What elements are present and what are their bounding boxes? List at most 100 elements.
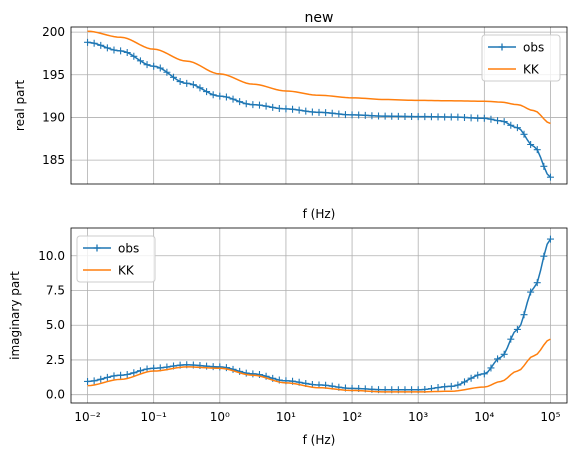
obs-marker xyxy=(143,61,151,69)
real-axes-frame xyxy=(70,26,568,185)
real-x-axis-label: f (Hz) xyxy=(303,207,336,221)
obs-marker xyxy=(302,107,310,115)
obs-marker xyxy=(275,104,283,112)
real-lines xyxy=(84,30,554,181)
x-tick-label: 10⁴ xyxy=(474,410,494,424)
obs-marker xyxy=(408,113,416,121)
obs-marker xyxy=(540,252,548,260)
y-tick-label: 190 xyxy=(42,110,65,124)
obs-marker xyxy=(335,110,343,118)
obs-marker xyxy=(427,113,435,121)
obs-marker xyxy=(454,113,462,121)
obs-marker xyxy=(249,101,257,109)
obs-marker xyxy=(375,112,383,120)
real-legend-obs-label: obs xyxy=(523,41,544,55)
y-tick-label: 2.5 xyxy=(46,353,65,367)
obs-marker xyxy=(123,48,131,56)
obs-marker xyxy=(520,311,528,319)
x-tick-label: 10⁵ xyxy=(540,410,560,424)
obs-marker xyxy=(467,114,475,122)
obs-marker xyxy=(394,112,402,120)
obs-marker xyxy=(533,146,541,154)
imag-legend-obs-marker xyxy=(93,244,101,252)
y-tick-label: 200 xyxy=(42,25,65,39)
obs-marker xyxy=(97,41,105,49)
imag-legend-obs-label: obs xyxy=(118,242,139,256)
obs-marker xyxy=(269,103,277,111)
obs-marker xyxy=(176,78,184,86)
obs-marker xyxy=(222,93,230,101)
imag-y-axis-label: imaginary part xyxy=(8,271,22,360)
obs-marker xyxy=(494,117,502,125)
obs-marker xyxy=(434,113,442,121)
real-legend-obs-marker xyxy=(498,43,506,51)
obs-marker xyxy=(196,84,204,92)
obs-marker xyxy=(90,39,98,47)
obs-marker xyxy=(117,371,125,379)
obs-marker xyxy=(454,381,462,389)
y-tick-label: 0.0 xyxy=(46,388,65,402)
obs-marker xyxy=(255,101,263,109)
real-legend: obs KK xyxy=(481,34,561,82)
real-y-axis-label: real part xyxy=(13,80,27,131)
obs-marker xyxy=(103,44,111,52)
obs-marker xyxy=(130,369,138,377)
obs-marker xyxy=(500,118,508,126)
obs-marker xyxy=(183,79,191,87)
y-tick-label: 10.0 xyxy=(38,249,65,263)
obs-marker xyxy=(441,113,449,121)
obs-marker xyxy=(520,130,528,138)
obs-marker xyxy=(361,111,369,119)
obs-marker xyxy=(110,372,118,380)
obs-marker xyxy=(136,367,144,375)
obs-marker xyxy=(216,92,224,100)
obs-marker xyxy=(103,373,111,381)
kk-series-line xyxy=(87,338,551,393)
x-tick-label: 10² xyxy=(342,410,362,424)
chart-title: new xyxy=(305,10,334,26)
obs-marker xyxy=(527,141,535,149)
obs-marker xyxy=(480,370,488,378)
obs-marker xyxy=(84,38,92,46)
obs-marker xyxy=(540,162,548,170)
obs-marker xyxy=(441,383,449,391)
obs-marker xyxy=(209,363,217,371)
obs-marker xyxy=(123,371,131,378)
obs-marker xyxy=(460,113,468,121)
obs-marker xyxy=(460,378,468,386)
obs-marker xyxy=(84,377,92,385)
obs-marker xyxy=(90,377,98,385)
imag-legend: obs KK xyxy=(76,235,156,283)
obs-marker xyxy=(421,113,429,121)
imag-legend-kk-label: KK xyxy=(118,264,135,278)
obs-marker xyxy=(136,57,144,65)
obs-marker xyxy=(368,112,376,120)
obs-marker xyxy=(474,371,482,379)
obs-marker xyxy=(500,350,508,358)
obs-marker xyxy=(546,235,554,243)
obs-marker xyxy=(546,173,554,181)
imag-axes-frame xyxy=(70,227,568,404)
obs-marker xyxy=(507,121,515,129)
obs-marker xyxy=(474,114,482,122)
obs-marker xyxy=(341,111,349,119)
real-legend-kk-label: KK xyxy=(523,63,540,77)
obs-marker xyxy=(289,105,297,113)
obs-marker xyxy=(189,81,197,89)
obs-marker xyxy=(255,371,263,379)
real-ticks xyxy=(68,32,551,187)
obs-marker xyxy=(527,288,535,296)
imag-lines xyxy=(84,235,554,394)
y-tick-label: 185 xyxy=(42,153,65,167)
obs-marker xyxy=(242,369,250,377)
obs-marker xyxy=(295,106,303,114)
obs-marker xyxy=(487,115,495,123)
obs-marker xyxy=(401,112,409,120)
y-tick-label: 7.5 xyxy=(46,284,65,298)
obs-marker xyxy=(434,384,442,392)
obs-marker xyxy=(467,374,475,382)
obs-marker xyxy=(203,88,211,96)
obs-marker xyxy=(447,113,455,121)
obs-marker xyxy=(507,335,515,343)
